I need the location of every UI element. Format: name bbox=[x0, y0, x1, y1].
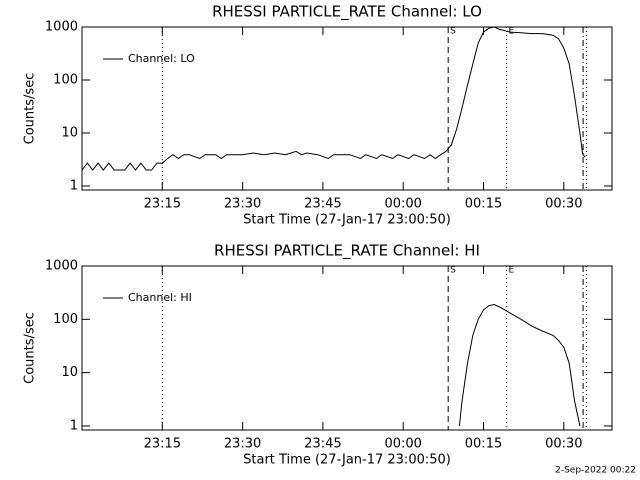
y-tick-label: 10 bbox=[61, 365, 78, 380]
x-tick-label: 23:45 bbox=[304, 197, 341, 212]
y-tick-label: 10 bbox=[61, 125, 78, 140]
x-tick-label: 00:15 bbox=[465, 437, 502, 452]
marker-label: S bbox=[450, 27, 456, 37]
x-tick-label: 00:00 bbox=[384, 437, 421, 452]
marker-label: S bbox=[450, 266, 456, 276]
marker-label: E bbox=[509, 27, 515, 37]
legend-label: Channel: LO bbox=[128, 52, 195, 65]
x-tick-label: 23:15 bbox=[144, 437, 181, 452]
y-tick-label: 100 bbox=[53, 312, 78, 327]
x-tick-label: 23:45 bbox=[304, 437, 341, 452]
legend-label: Channel: HI bbox=[128, 291, 192, 304]
x-axis-label: Start Time (27-Jan-17 23:00:50) bbox=[243, 453, 451, 468]
x-tick-label: 00:30 bbox=[545, 197, 582, 212]
series-line bbox=[81, 26, 586, 171]
y-axis-label: Counts/sec bbox=[23, 312, 38, 384]
x-tick-label: 23:30 bbox=[224, 437, 261, 452]
x-tick-label: 23:15 bbox=[144, 197, 181, 212]
y-axis-label: Counts/sec bbox=[23, 73, 38, 145]
y-tick-label: 1000 bbox=[45, 20, 78, 35]
y-tick-label: 1 bbox=[70, 178, 78, 193]
plot-frame bbox=[81, 26, 613, 191]
chart-title: RHESSI PARTICLE_RATE Channel: HI bbox=[214, 242, 480, 261]
x-tick-label: 00:15 bbox=[465, 197, 502, 212]
x-tick-label: 00:00 bbox=[384, 197, 421, 212]
x-tick-label: 00:30 bbox=[545, 437, 582, 452]
x-tick-label: 23:30 bbox=[224, 197, 261, 212]
series-line bbox=[458, 303, 581, 427]
y-tick-label: 1000 bbox=[45, 259, 78, 274]
plot-frame bbox=[81, 265, 613, 431]
footer: 2-Sep-2022 00:22 bbox=[555, 466, 636, 476]
chart-title: RHESSI PARTICLE_RATE Channel: LO bbox=[212, 3, 482, 22]
marker-label: E bbox=[509, 266, 515, 276]
x-axis-label: Start Time (27-Jan-17 23:00:50) bbox=[243, 213, 451, 228]
y-tick-label: 1 bbox=[70, 418, 78, 433]
y-tick-label: 100 bbox=[53, 72, 78, 87]
